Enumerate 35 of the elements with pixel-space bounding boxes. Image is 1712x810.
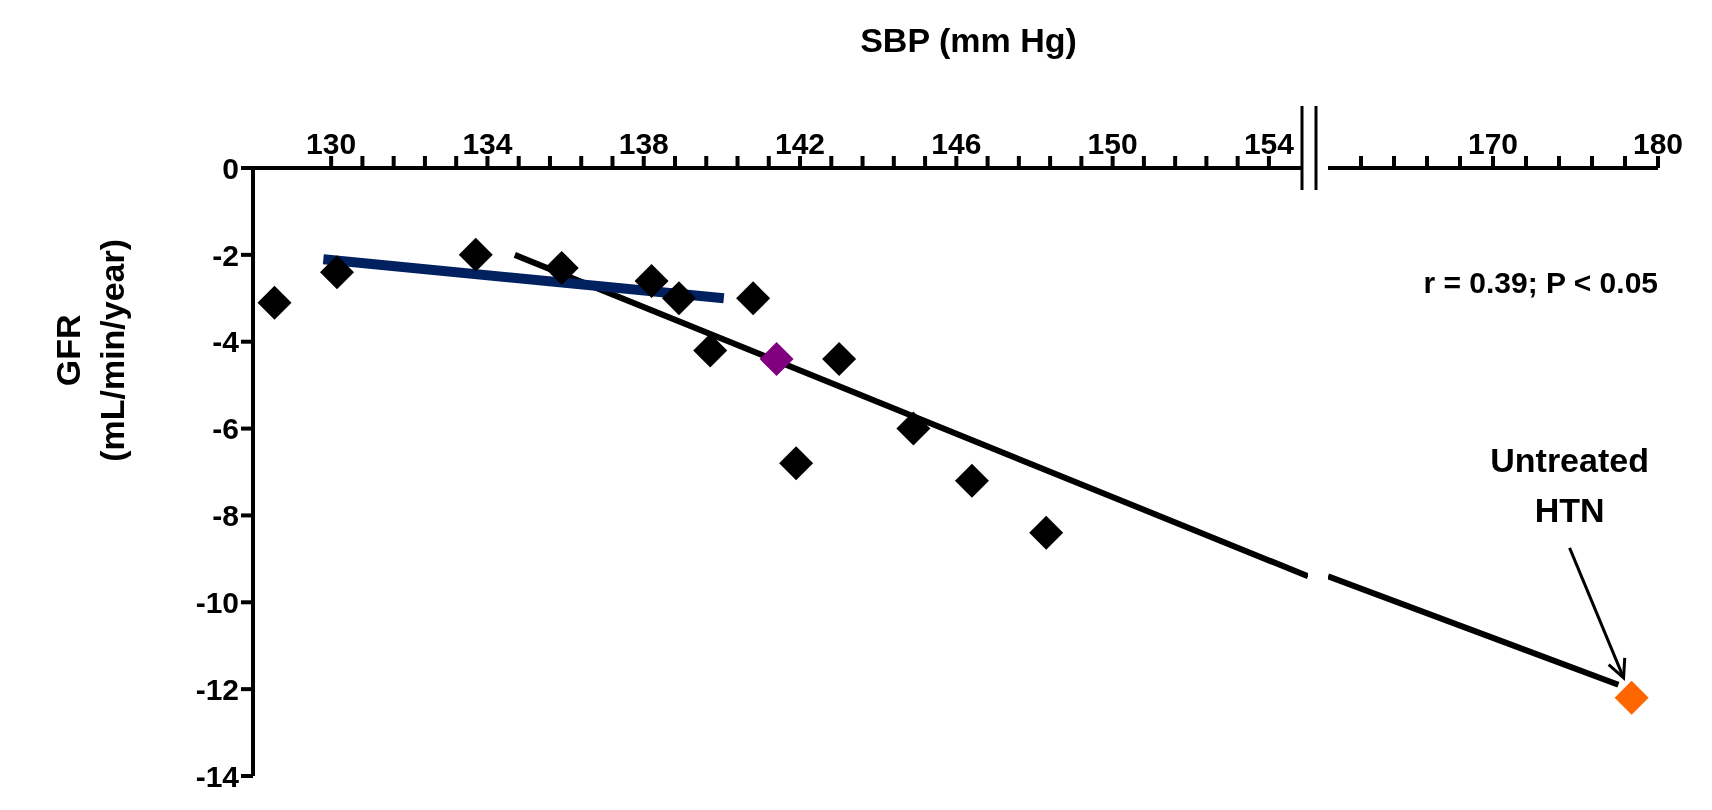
y-tick-label: 0 [222,151,239,185]
point [779,446,814,481]
point [634,263,669,298]
x-tick-label: 154 [1243,127,1295,160]
x-tick-label: 146 [931,127,982,160]
point [458,237,493,272]
point [736,281,771,316]
y-tick-label: -4 [212,325,240,359]
point [759,342,794,377]
x-tick-label: 150 [1087,127,1138,160]
point [954,463,989,498]
y-tick-label: -6 [212,412,239,446]
x-axis-title: SBP (mm Hg) [860,21,1077,59]
point [320,255,355,290]
point [661,281,696,316]
annotation: r = 0.39; P < 0.05 [1423,266,1658,299]
y-tick-label: -10 [195,585,239,619]
x-tick-label: 138 [618,127,669,160]
x-tick-label: 130 [306,127,357,160]
x-tick-label: 134 [462,127,513,160]
y-tick-label: -14 [195,759,240,793]
point [257,285,292,320]
point [822,342,857,377]
x-tick-label: 170 [1467,127,1519,160]
point [544,250,579,285]
annotation: Untreated HTN [1490,440,1649,529]
x-tick-label: 142 [775,127,826,160]
point [693,333,728,368]
x-tick-label: 180 [1632,127,1684,160]
y-tick-label: -12 [195,672,239,706]
point [1029,515,1064,550]
y-axis-title: GFR (mL/min/year) [49,238,131,462]
y-tick-label: -8 [212,499,239,533]
point [896,411,931,446]
y-tick-label: -2 [212,238,239,272]
